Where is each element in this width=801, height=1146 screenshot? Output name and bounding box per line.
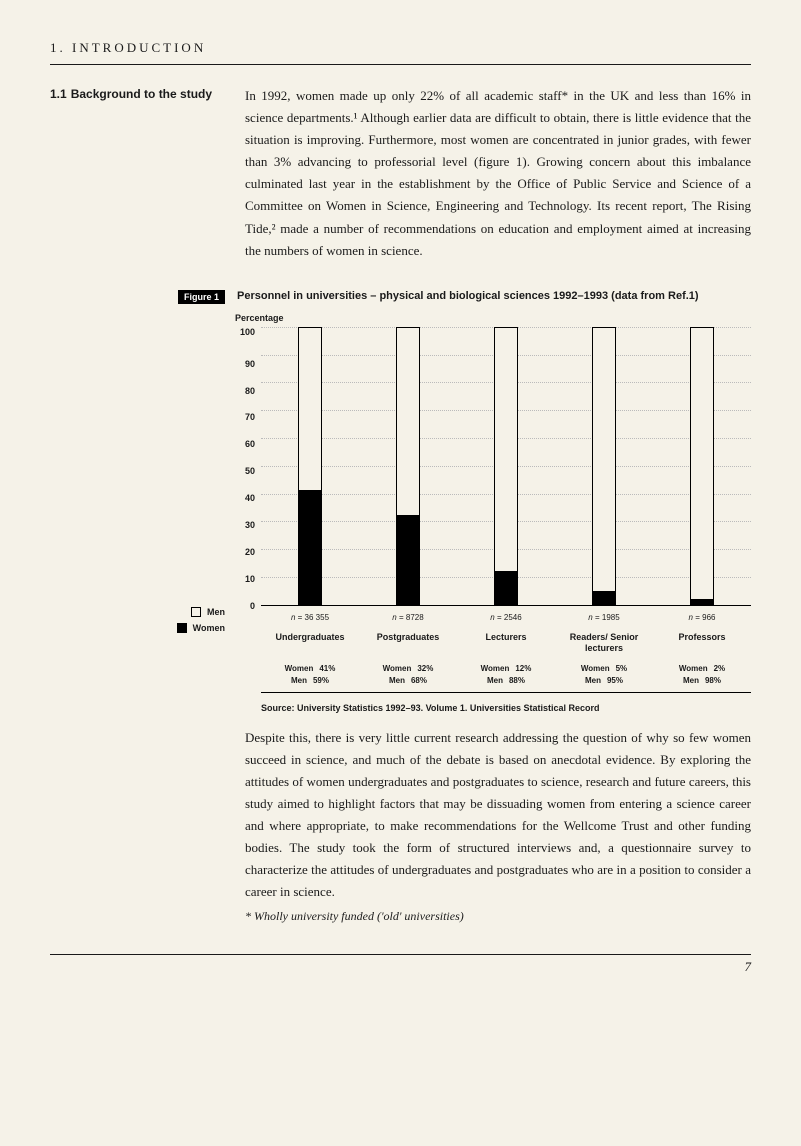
n-label: = 2546 xyxy=(497,613,522,622)
para2-row: Despite this, there is very little curre… xyxy=(50,727,751,925)
subsection-title-text: Background to the study xyxy=(71,87,212,101)
legend-men: Men xyxy=(191,607,225,617)
figure-label-row: Figure 1 Personnel in universities – phy… xyxy=(50,287,751,305)
legend-swatch-women xyxy=(177,623,187,633)
bar-women-seg xyxy=(298,491,322,605)
bar-men-seg xyxy=(494,327,518,573)
y-axis-label: Percentage xyxy=(235,313,751,323)
plot-area: 100 90 80 70 60 50 40 30 20 10 0 xyxy=(235,327,751,607)
bar-men-seg xyxy=(690,327,714,600)
figure-title: Personnel in universities – physical and… xyxy=(237,290,699,302)
section-header: 1. INTRODUCTION xyxy=(50,40,751,65)
cat-label: Undergraduates xyxy=(265,632,355,654)
bar-postgraduates xyxy=(396,327,420,606)
chart-area: Percentage 100 90 80 70 60 50 40 30 20 1… xyxy=(235,313,751,713)
cat-label: Lecturers xyxy=(461,632,551,654)
legend-men-label: Men xyxy=(207,607,225,617)
ytick: 0 xyxy=(250,601,255,611)
ytick: 20 xyxy=(245,547,255,557)
n-label: = 8728 xyxy=(399,613,424,622)
n-label: = 36 355 xyxy=(298,613,329,622)
cat-label: Readers/ Senior lecturers xyxy=(559,632,649,654)
page-number: 7 xyxy=(50,954,751,975)
ytick: 100 xyxy=(240,327,255,337)
cat-label: Postgraduates xyxy=(363,632,453,654)
ytick: 50 xyxy=(245,466,255,476)
paragraph-2: Despite this, there is very little curre… xyxy=(245,727,751,904)
ytick: 60 xyxy=(245,439,255,449)
paragraph-1: In 1992, women made up only 22% of all a… xyxy=(245,85,751,262)
bar-men-seg xyxy=(298,327,322,492)
chart-legend: Men Women xyxy=(50,313,225,713)
cat-label: Professors xyxy=(657,632,747,654)
bar-men-seg xyxy=(396,327,420,517)
x-n-labels: n = 36 355 n = 8728 n = 2546 n = 1985 n … xyxy=(261,613,751,622)
x-category-labels: Undergraduates Postgraduates Lecturers R… xyxy=(261,632,751,654)
y-axis: 100 90 80 70 60 50 40 30 20 10 0 xyxy=(235,327,261,606)
stat-cell: Women12% Men88% xyxy=(461,663,551,685)
stat-cell: Women2% Men98% xyxy=(657,663,747,685)
n-label: = 1985 xyxy=(595,613,620,622)
x-stats-row: Women41% Men59% Women32% Men68% Women12%… xyxy=(261,663,751,692)
figure-source: Source: University Statistics 1992–93. V… xyxy=(261,703,751,713)
bar-women-seg xyxy=(592,592,616,606)
ytick: 70 xyxy=(245,412,255,422)
legend-women-label: Women xyxy=(193,623,225,633)
stat-cell: Women5% Men95% xyxy=(559,663,649,685)
bars-zone xyxy=(261,327,751,606)
subsection-number: 1.1 xyxy=(50,87,67,101)
stat-cell: Women32% Men68% xyxy=(363,663,453,685)
chart-container: Men Women Percentage 100 90 80 70 60 50 … xyxy=(50,313,751,713)
bar-women-seg xyxy=(494,572,518,605)
ytick: 30 xyxy=(245,520,255,530)
figure-badge: Figure 1 xyxy=(178,290,225,304)
legend-women: Women xyxy=(177,623,225,633)
bar-undergraduates xyxy=(298,327,322,606)
ytick: 40 xyxy=(245,493,255,503)
stat-cell: Women41% Men59% xyxy=(265,663,355,685)
bar-readers xyxy=(592,327,616,606)
intro-row: 1.1 Background to the study In 1992, wom… xyxy=(50,85,751,262)
para1-col: In 1992, women made up only 22% of all a… xyxy=(245,85,751,262)
bar-professors xyxy=(690,327,714,606)
legend-swatch-men xyxy=(191,607,201,617)
ytick: 90 xyxy=(245,359,255,369)
subsection-label-col: 1.1 Background to the study xyxy=(50,85,225,262)
n-label: = 966 xyxy=(695,613,715,622)
footnote: * Wholly university funded ('old' univer… xyxy=(245,909,751,924)
bar-lecturers xyxy=(494,327,518,606)
ytick: 10 xyxy=(245,574,255,584)
ytick: 80 xyxy=(245,386,255,396)
bar-women-seg xyxy=(690,600,714,606)
bar-women-seg xyxy=(396,516,420,605)
bar-men-seg xyxy=(592,327,616,592)
